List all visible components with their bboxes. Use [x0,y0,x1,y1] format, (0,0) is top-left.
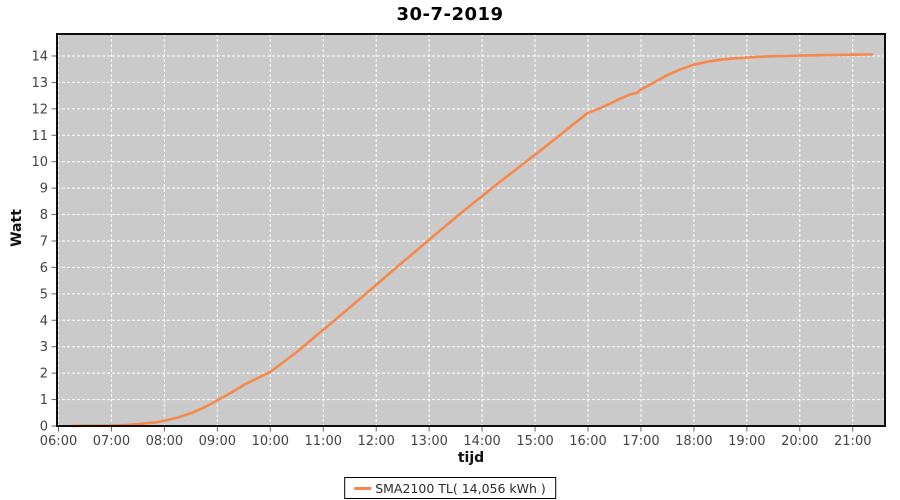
chart-title: 30-7-2019 [396,4,504,25]
y-tick-label: 8 [40,208,48,223]
legend-line-sample [354,486,372,490]
y-tick-label: 0 [40,420,48,435]
series-line [71,53,874,428]
legend-series-label: SMA2100 TL( 14,056 kWh ) [375,480,546,496]
x-tick-label: 15:00 [516,434,553,449]
x-tick-label: 19:00 [728,434,765,449]
plot-border [56,33,886,427]
y-tick-label: 14 [31,49,48,64]
x-tick-label: 17:00 [622,434,659,449]
y-tick-label: 2 [40,367,48,382]
y-tick-label: 5 [40,287,48,302]
y-tick-label: 9 [40,182,48,197]
y-tick-label: 4 [40,314,48,329]
x-tick-label: 06:00 [40,434,77,449]
y-tick-label: 1 [40,393,48,408]
x-tick-label: 21:00 [834,434,871,449]
x-tick-label: 10:00 [252,434,289,449]
y-tick-label: 7 [40,234,48,249]
x-tick-label: 09:00 [199,434,236,449]
x-tick-label: 14:00 [463,434,500,449]
x-axis-title: tijd [457,450,485,466]
x-tick-label: 12:00 [357,434,394,449]
x-tick-label: 20:00 [781,434,818,449]
y-tick-label: 6 [40,261,48,276]
x-tick-label: 16:00 [569,434,606,449]
y-axis-title: Watt [9,209,25,247]
y-tick-label: 11 [31,129,48,144]
y-tick-label: 13 [31,76,48,91]
x-tick-label: 07:00 [93,434,130,449]
x-tick-label: 13:00 [410,434,447,449]
x-tick-label: 11:00 [305,434,342,449]
y-tick-label: 12 [31,102,48,117]
legend: SMA2100 TL( 14,056 kWh ) [344,477,556,499]
y-tick-label: 10 [31,155,48,170]
x-tick-label: 18:00 [675,434,712,449]
x-tick-label: 08:00 [146,434,183,449]
plot-area [57,34,885,426]
y-tick-label: 3 [40,340,48,355]
